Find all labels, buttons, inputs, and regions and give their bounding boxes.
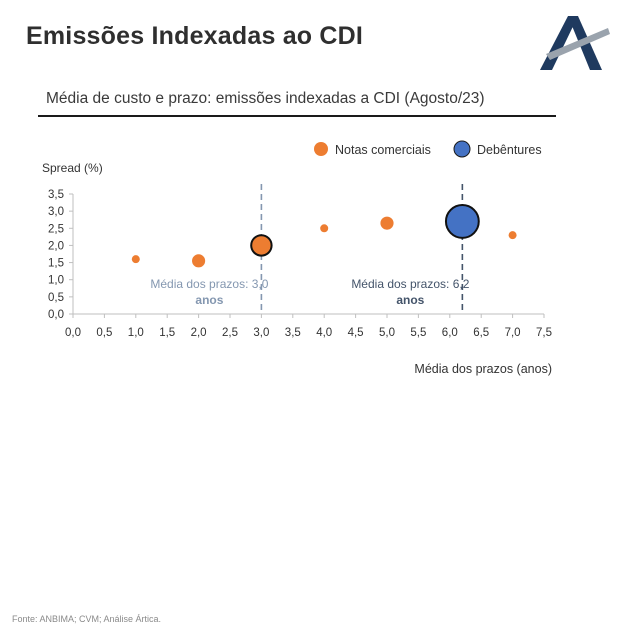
data-point: [320, 224, 329, 233]
data-point: [380, 216, 394, 230]
legend-label-debentures: Debêntures: [477, 143, 542, 157]
x-tick-label: 6,0: [442, 327, 458, 339]
y-tick-label: 3,5: [48, 189, 64, 201]
reference-line-label: Média dos prazos: 6,2: [351, 277, 469, 291]
x-tick-label: 0,5: [96, 327, 112, 339]
data-point: [250, 234, 273, 257]
legend-label-notas-comerciais: Notas comerciais: [335, 143, 431, 157]
x-tick-label: 1,0: [128, 327, 144, 339]
chart-title: Média de custo e prazo: emissões indexad…: [46, 90, 485, 107]
data-point: [444, 204, 480, 239]
y-tick-label: 1,0: [48, 275, 64, 287]
data-point: [192, 254, 206, 268]
x-tick-label: 4,0: [316, 327, 332, 339]
legend-marker-notas-comerciais: [314, 142, 328, 156]
artica-logo-icon: [540, 16, 610, 70]
x-tick-label: 2,5: [222, 327, 238, 339]
y-axis-label: Spread (%): [42, 161, 103, 175]
y-tick-label: 0,0: [48, 309, 64, 321]
x-tick-label: 5,0: [379, 327, 395, 339]
reference-line-label: Média dos prazos: 3,0: [150, 277, 268, 291]
data-point: [131, 255, 140, 264]
x-tick-label: 3,0: [253, 327, 269, 339]
x-axis-label: Média dos prazos (anos): [414, 362, 552, 376]
x-tick-label: 1,5: [159, 327, 175, 339]
y-tick-label: 2,0: [48, 240, 64, 252]
x-tick-label: 5,5: [410, 327, 426, 339]
reference-line-label: anos: [396, 293, 424, 307]
x-tick-label: 7,0: [505, 327, 521, 339]
title-divider: [38, 115, 556, 117]
data-points: [131, 204, 517, 268]
y-tick-label: 3,0: [48, 206, 64, 218]
axes: 0,0 0,5 1,0 1,5 2,0 2,5 3,0 3,5 0,0 0,5 1,0 1,5 2,0 2…: [48, 189, 552, 339]
legend: Notas comerciais Debêntures: [314, 140, 542, 158]
x-tick-label: 2,0: [191, 327, 207, 339]
x-tick-label: 7,5: [536, 327, 552, 339]
source-note: Fonte: ANBIMA; CVM; Análise Ártica.: [12, 614, 162, 624]
y-tick-label: 1,5: [48, 258, 64, 270]
x-tick-label: 3,5: [285, 327, 301, 339]
legend-marker-debentures: [453, 140, 471, 158]
scatter-chart: Notas comerciais Debêntures Spread (%) M…: [42, 140, 552, 376]
reference-line-label: anos: [195, 293, 223, 307]
page-title: Emissões Indexadas ao CDI: [26, 22, 364, 50]
x-tick-label: 0,0: [65, 327, 81, 339]
data-point: [508, 231, 517, 240]
reference-lines: Média dos prazos: 3,0 anos Média dos prazo…: [150, 184, 470, 314]
y-tick-label: 0,5: [48, 292, 64, 304]
x-tick-label: 4,5: [348, 327, 364, 339]
x-tick-label: 6,5: [473, 327, 489, 339]
y-tick-label: 2,5: [48, 223, 64, 235]
